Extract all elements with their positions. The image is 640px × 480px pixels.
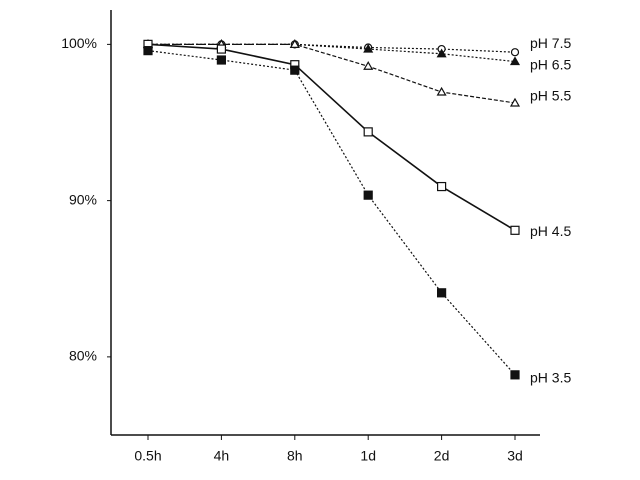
marker bbox=[363, 190, 373, 200]
series-line bbox=[148, 43, 516, 63]
marker bbox=[289, 39, 300, 48]
marker bbox=[363, 61, 374, 70]
y-tick-label: 80% bbox=[69, 348, 97, 364]
marker bbox=[363, 127, 373, 137]
marker bbox=[216, 44, 226, 54]
x-tick-label: 2d bbox=[434, 448, 450, 464]
series-line bbox=[147, 50, 516, 376]
series-line bbox=[147, 43, 516, 232]
x-tick-label: 3d bbox=[507, 448, 523, 464]
marker bbox=[436, 48, 447, 58]
marker bbox=[510, 225, 520, 235]
x-tick-label: 0.5h bbox=[134, 448, 161, 464]
marker bbox=[290, 65, 300, 75]
marker bbox=[437, 181, 447, 192]
marker bbox=[143, 46, 153, 56]
series-line bbox=[148, 43, 516, 104]
series-label: pH 5.5 bbox=[530, 88, 571, 104]
marker bbox=[216, 55, 226, 65]
marker bbox=[510, 370, 520, 380]
y-tick-label: 100% bbox=[61, 35, 97, 51]
series-label: pH 7.5 bbox=[530, 35, 571, 51]
series-label: pH 3.5 bbox=[530, 370, 571, 386]
x-tick-label: 8h bbox=[287, 448, 303, 464]
marker bbox=[509, 97, 521, 107]
marker bbox=[437, 288, 447, 298]
marker bbox=[436, 86, 447, 96]
series-label: pH 4.5 bbox=[530, 223, 571, 239]
x-tick-label: 4h bbox=[214, 448, 230, 464]
marker bbox=[510, 48, 520, 57]
y-tick-label: 90% bbox=[69, 191, 97, 207]
x-tick-label: 1d bbox=[360, 448, 376, 464]
marker bbox=[509, 56, 521, 66]
marker bbox=[363, 43, 374, 53]
series-label: pH 6.5 bbox=[530, 56, 571, 72]
